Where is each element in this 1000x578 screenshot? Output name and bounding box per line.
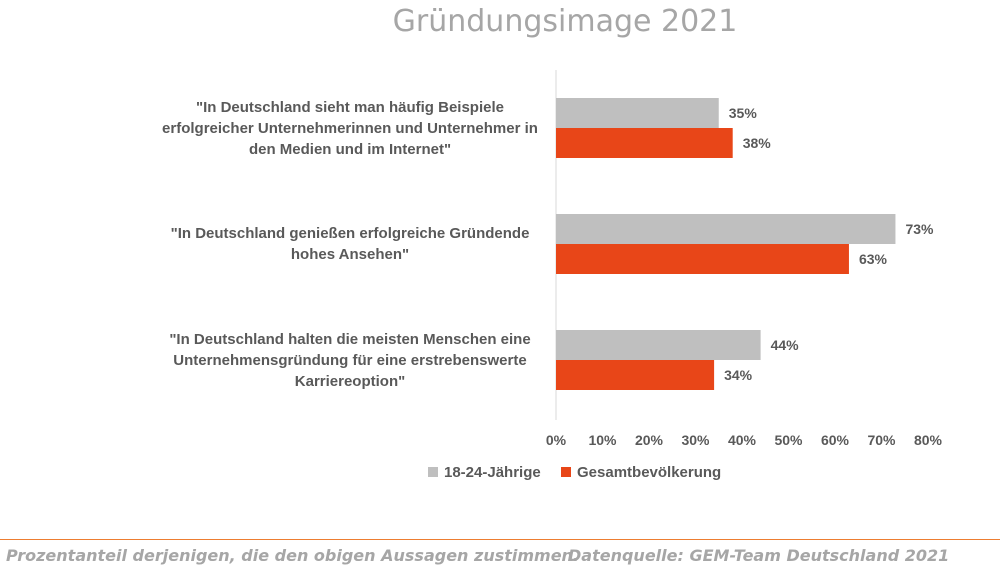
bar-series-1-cat-1 (556, 244, 849, 274)
legend-item-18-24: 18-24-Jährige (428, 464, 541, 481)
data-label-series-0-cat-1: 73% (905, 221, 934, 237)
x-tick-label-2: 20% (635, 432, 664, 448)
category-label-0-line-2: den Medien und im Internet" (248, 140, 452, 158)
legend-swatch-18-24 (428, 467, 438, 477)
x-tick-label-5: 50% (774, 432, 803, 448)
x-tick-label-4: 40% (728, 432, 757, 448)
footer-divider (0, 539, 1000, 540)
bar-series-0-cat-0 (556, 98, 719, 128)
legend-label-gesamt: Gesamtbevölkerung (577, 464, 722, 481)
footer-source: Datenquelle: GEM-Team Deutschland 2021 (568, 546, 950, 565)
x-tick-label-3: 30% (681, 432, 710, 448)
footer-note: Prozentanteil derjenigen, die den obigen… (6, 546, 580, 565)
chart-title: Gründungsimage 2021 (392, 4, 738, 39)
data-label-series-0-cat-2: 44% (771, 337, 800, 353)
data-label-series-1-cat-1: 63% (859, 251, 888, 267)
category-label-1-line-0: "In Deutschland genießen erfolgreiche Gr… (170, 225, 530, 242)
category-label-0-line-1: erfolgreicher Unternehmerinnen und Unter… (162, 119, 538, 137)
category-label-2-line-2: Karriereoption" (294, 372, 406, 390)
data-label-series-0-cat-0: 35% (729, 105, 758, 121)
bar-series-1-cat-0 (556, 128, 733, 158)
x-tick-label-7: 70% (867, 432, 896, 448)
category-label-2-line-0: "In Deutschland halten die meisten Mensc… (169, 330, 531, 348)
data-label-series-1-cat-0: 38% (743, 135, 772, 151)
legend-item-gesamt: Gesamtbevölkerung (561, 464, 721, 481)
data-label-series-1-cat-2: 34% (724, 367, 753, 383)
category-label-1: "In Deutschland genießen erfolgreiche Gr… (160, 223, 540, 265)
legend-label-18-24: 18-24-Jährige (444, 464, 541, 481)
category-label-2-line-1: Unternehmensgründung für eine erstrebens… (173, 351, 527, 369)
category-label-0-line-0: "In Deutschland sieht man häufig Beispie… (195, 98, 504, 116)
x-tick-label-0: 0% (546, 432, 567, 448)
legend-swatch-gesamt (561, 467, 571, 477)
x-tick-label-6: 60% (821, 432, 850, 448)
x-tick-label-8: 80% (914, 432, 943, 448)
category-label-2: "In Deutschland halten die meisten Mensc… (160, 329, 540, 392)
bar-series-1-cat-2 (556, 360, 715, 390)
x-tick-label-1: 10% (588, 432, 617, 448)
bar-series-0-cat-1 (556, 214, 896, 244)
bar-chart: 35% 73% 44% 38% 63% 34% 0% 10% 20% 30% 40% 50% 60% 70… (546, 70, 943, 448)
category-label-1-line-1: hohes Ansehen" (290, 246, 410, 263)
category-label-0: "In Deutschland sieht man häufig Beispie… (160, 97, 540, 160)
bar-series-0-cat-2 (556, 330, 761, 360)
